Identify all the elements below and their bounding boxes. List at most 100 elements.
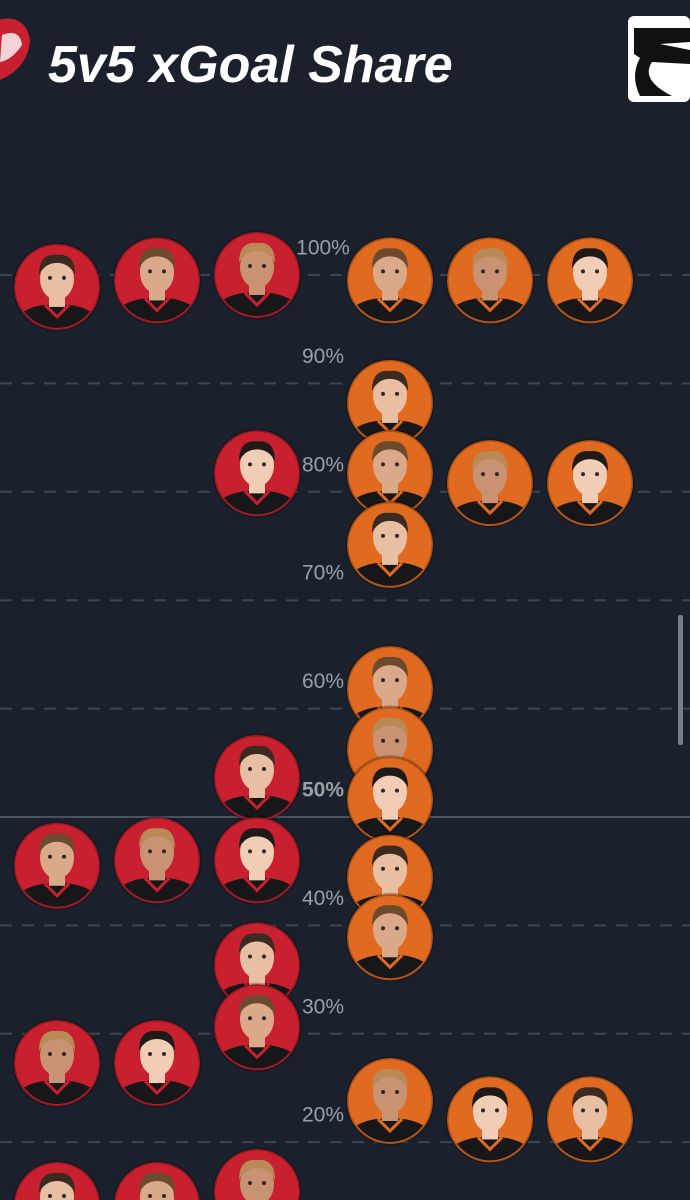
eye — [48, 1194, 52, 1199]
collar — [376, 1117, 404, 1134]
eye — [581, 472, 585, 477]
collar — [376, 816, 404, 832]
y-tick-label: 100% — [296, 237, 350, 260]
player-marker — [112, 1018, 202, 1108]
markers — [12, 230, 635, 1200]
head — [40, 836, 74, 879]
collar — [243, 490, 271, 506]
player-marker — [12, 1018, 102, 1108]
eye — [381, 391, 385, 396]
hair — [239, 828, 275, 849]
eye — [481, 472, 485, 477]
player-marker — [12, 821, 102, 911]
collar — [243, 291, 271, 308]
hair — [572, 248, 608, 269]
eye — [395, 678, 399, 683]
right-logo-mark — [634, 28, 690, 96]
hair — [139, 248, 175, 269]
collar — [476, 297, 504, 313]
head — [140, 1034, 174, 1077]
y-tick-label: 20% — [302, 1104, 344, 1127]
hair — [372, 845, 408, 866]
player-marker — [445, 235, 535, 325]
player-marker — [212, 428, 302, 518]
player-marker — [112, 235, 202, 325]
collar — [476, 500, 504, 516]
eye — [262, 1181, 266, 1186]
hair — [239, 995, 275, 1016]
eye — [62, 854, 66, 859]
head — [373, 444, 407, 487]
head — [373, 1071, 407, 1114]
head — [373, 251, 407, 294]
chart-title: 5v5 xGoal Share — [48, 36, 453, 94]
head — [240, 748, 274, 791]
eye — [248, 1181, 252, 1186]
head — [373, 848, 407, 891]
collar — [576, 500, 604, 516]
eye — [248, 462, 252, 467]
eye — [381, 533, 385, 538]
eye — [481, 269, 485, 274]
collar — [143, 877, 171, 893]
eye — [262, 849, 266, 854]
eye — [48, 275, 52, 280]
player-marker — [445, 438, 535, 528]
collar — [376, 297, 404, 313]
hair — [472, 1087, 508, 1108]
eye — [62, 1194, 66, 1199]
collar — [243, 1044, 271, 1060]
player-marker — [212, 1147, 302, 1200]
eye — [581, 269, 585, 274]
hair — [372, 656, 408, 678]
eye — [248, 954, 252, 959]
head — [140, 1176, 174, 1200]
eye — [148, 849, 152, 854]
collar — [243, 877, 271, 893]
hair — [372, 512, 408, 533]
eye — [395, 533, 399, 538]
player-marker — [212, 230, 302, 320]
hair — [472, 248, 508, 269]
eye — [48, 1052, 52, 1057]
eye — [595, 269, 599, 274]
head — [373, 373, 407, 416]
eye — [395, 788, 399, 793]
hair — [39, 1172, 75, 1194]
eye — [48, 854, 52, 859]
eye — [162, 849, 166, 854]
eye — [381, 269, 385, 274]
player-marker — [345, 755, 435, 845]
hair — [39, 1030, 75, 1052]
head — [140, 831, 174, 874]
player-marker — [545, 438, 635, 528]
eye — [481, 1108, 485, 1113]
hair — [572, 450, 608, 472]
player-marker — [12, 1160, 102, 1200]
player-marker — [212, 815, 302, 905]
eye — [495, 472, 499, 477]
player-marker — [345, 500, 435, 590]
player-marker — [345, 235, 435, 325]
eye — [395, 866, 399, 871]
player-marker — [112, 815, 202, 905]
left-logo-detail — [0, 32, 22, 62]
hair — [372, 767, 408, 788]
eye — [381, 738, 385, 743]
eye — [262, 462, 266, 467]
eye — [595, 1108, 599, 1113]
collar — [576, 297, 604, 313]
collar — [43, 882, 71, 898]
player-marker — [545, 1074, 635, 1164]
collar — [143, 297, 171, 313]
eye — [381, 678, 385, 683]
eye — [248, 1016, 252, 1021]
head — [573, 1090, 607, 1133]
eye — [381, 926, 385, 931]
head — [373, 660, 407, 703]
hair — [239, 441, 275, 462]
eye — [262, 1016, 266, 1021]
y-tick-label: 50% — [302, 779, 344, 802]
head — [373, 515, 407, 558]
